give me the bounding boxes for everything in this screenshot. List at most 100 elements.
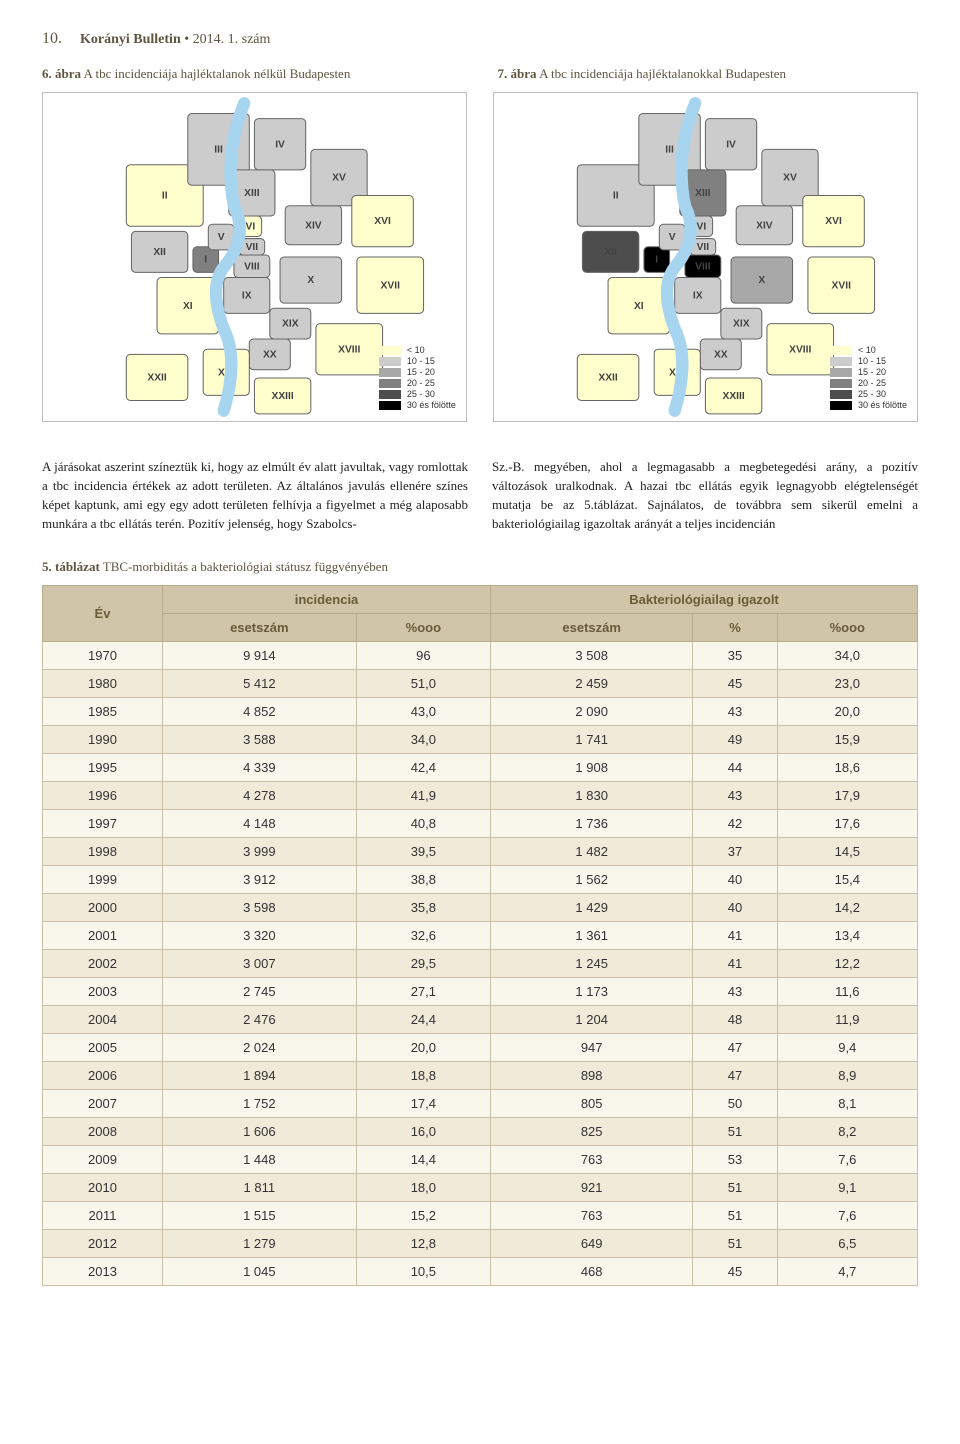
table-row: 20111 51515,2763517,6 (43, 1202, 918, 1230)
table-cell: 1990 (43, 726, 163, 754)
table-cell: 15,2 (356, 1202, 490, 1230)
table-cell: 2013 (43, 1258, 163, 1286)
table-cell: 1 482 (491, 838, 693, 866)
table-cell: 1980 (43, 670, 163, 698)
table-cell: 4,7 (777, 1258, 917, 1286)
district-label-IV: IV (726, 139, 736, 150)
table-cell: 2010 (43, 1174, 163, 1202)
district-label-III: III (665, 144, 674, 155)
table-cell: 17,4 (356, 1090, 490, 1118)
table-row: 19974 14840,81 7364217,6 (43, 810, 918, 838)
table-cell: 805 (491, 1090, 693, 1118)
th-bak-permil: %ooo (777, 614, 917, 642)
table-cell: 2001 (43, 922, 163, 950)
table-cell: 2006 (43, 1062, 163, 1090)
district-label-XVIII: XVIII (338, 344, 360, 355)
table-cell: 6,5 (777, 1230, 917, 1258)
table-cell: 40 (693, 866, 777, 894)
table-cell: 43 (693, 782, 777, 810)
table-cell: 18,0 (356, 1174, 490, 1202)
table-cell: 1 752 (163, 1090, 357, 1118)
table-cell: 17,6 (777, 810, 917, 838)
table-cell: 41,9 (356, 782, 490, 810)
table-row: 19903 58834,01 7414915,9 (43, 726, 918, 754)
table-cell: 51 (693, 1230, 777, 1258)
table-cell: 12,8 (356, 1230, 490, 1258)
table-cell: 3 999 (163, 838, 357, 866)
map-figure7: IIIIIIIVVVIVIIVIIIIXXXIXIIXIIIXIVXVXVIXV… (493, 92, 918, 422)
table-row: 20101 81118,0921519,1 (43, 1174, 918, 1202)
legend-label: 20 - 25 (407, 378, 435, 388)
table-cell: 2004 (43, 1006, 163, 1034)
th-bakt: Bakteriológiailag igazolt (491, 586, 918, 614)
table-cell: 96 (356, 642, 490, 670)
table-cell: 1997 (43, 810, 163, 838)
legend-swatch (830, 368, 852, 377)
table-cell: 1 448 (163, 1146, 357, 1174)
table-cell: 2002 (43, 950, 163, 978)
district-label-XII: XII (153, 247, 166, 258)
district-label-XIV: XIV (305, 220, 322, 231)
table-cell: 34,0 (777, 642, 917, 670)
table-cell: 24,4 (356, 1006, 490, 1034)
district-label-XX: XX (263, 349, 277, 360)
district-label-XVI: XVI (374, 216, 391, 227)
district-label-XIX: XIX (733, 319, 750, 330)
table-cell: 20,0 (356, 1034, 490, 1062)
table-cell: 4 278 (163, 782, 357, 810)
table-cell: 1999 (43, 866, 163, 894)
th-bak-percent: % (693, 614, 777, 642)
th-incidencia: incidencia (163, 586, 491, 614)
table-row: 20052 02420,0947479,4 (43, 1034, 918, 1062)
table-cell: 4 339 (163, 754, 357, 782)
map6-legend: < 1010 - 1515 - 2020 - 2525 - 3030 és fö… (379, 345, 456, 411)
table-cell: 17,9 (777, 782, 917, 810)
table-cell: 1 279 (163, 1230, 357, 1258)
body-col-right: Sz.-B. megyében, ahol a legmagasabb a me… (492, 458, 918, 533)
table-cell: 37 (693, 838, 777, 866)
table-cell: 14,2 (777, 894, 917, 922)
table-cell: 1 361 (491, 922, 693, 950)
table-cell: 3 912 (163, 866, 357, 894)
table-cell: 5 412 (163, 670, 357, 698)
table-cell: 39,5 (356, 838, 490, 866)
legend-row: 10 - 15 (379, 356, 456, 366)
district-label-VII: VII (697, 242, 710, 253)
table-cell: 51,0 (356, 670, 490, 698)
figure6-title: A tbc incidenciája hajléktalanok nélkül … (84, 66, 351, 81)
table5-head: Év incidencia Bakteriológiailag igazolt … (43, 586, 918, 642)
table-cell: 2007 (43, 1090, 163, 1118)
table-cell: 49 (693, 726, 777, 754)
district-label-I: I (655, 255, 658, 266)
table-cell: 7,6 (777, 1146, 917, 1174)
table-cell: 2003 (43, 978, 163, 1006)
table-cell: 9,4 (777, 1034, 917, 1062)
table-cell: 2 459 (491, 670, 693, 698)
table-cell: 2 745 (163, 978, 357, 1006)
district-label-III: III (214, 144, 223, 155)
table-cell: 1 045 (163, 1258, 357, 1286)
table-row: 20061 89418,8898478,9 (43, 1062, 918, 1090)
bulletin-name: Korányi Bulletin (80, 32, 181, 47)
table-row: 20032 74527,11 1734311,6 (43, 978, 918, 1006)
table-row: 20081 60616,0825518,2 (43, 1118, 918, 1146)
legend-label: 15 - 20 (407, 367, 435, 377)
table-cell: 18,6 (777, 754, 917, 782)
legend-row: 15 - 20 (379, 367, 456, 377)
figure-captions-row: 6. ábra A tbc incidenciája hajléktalanok… (42, 66, 918, 82)
legend-swatch (830, 346, 852, 355)
district-label-XIX: XIX (282, 319, 299, 330)
legend-swatch (379, 379, 401, 388)
table-cell: 763 (491, 1202, 693, 1230)
table-cell: 32,6 (356, 922, 490, 950)
table-cell: 15,9 (777, 726, 917, 754)
bulletin-title: Korányi Bulletin • 2014. 1. szám (80, 32, 270, 48)
legend-row: 15 - 20 (830, 367, 907, 377)
district-label-X: X (307, 275, 314, 286)
table-cell: 1 245 (491, 950, 693, 978)
district-label-VIII: VIII (244, 261, 260, 272)
figure7-number: 7. ábra (498, 66, 537, 81)
district-label-XIV: XIV (756, 220, 773, 231)
table-cell: 9 914 (163, 642, 357, 670)
table-row: 19854 85243,02 0904320,0 (43, 698, 918, 726)
